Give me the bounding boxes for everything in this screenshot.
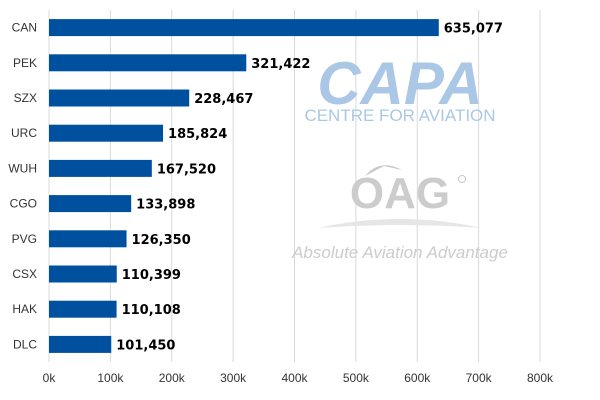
data-label: 228,467 [194, 92, 253, 107]
data-label: 110,108 [122, 303, 181, 318]
bar-urc [49, 124, 164, 142]
oag-swoosh-icon [365, 165, 402, 176]
data-label: 321,422 [251, 57, 310, 72]
x-tick-label: 100k [97, 371, 124, 385]
data-label: 167,520 [157, 162, 216, 177]
bar-can [49, 19, 439, 37]
category-label: SZX [14, 91, 37, 105]
bar-dlc [49, 335, 112, 353]
x-tick-label: 400k [281, 371, 308, 385]
oag-tagline-watermark: Absolute Aviation Advantage [291, 243, 508, 262]
x-tick-label: 300k [220, 371, 247, 385]
bar-csx [49, 265, 117, 283]
category-label: CGO [10, 197, 37, 211]
category-label: CAN [12, 21, 37, 35]
category-label: HAK [12, 302, 37, 316]
category-label: PEK [13, 56, 37, 70]
bar-wuh [49, 159, 152, 177]
x-tick-label: 700k [466, 371, 493, 385]
data-label: 185,824 [168, 127, 227, 142]
data-label: 126,350 [132, 233, 191, 248]
category-label: CSX [12, 267, 37, 281]
data-label: 635,077 [444, 22, 503, 37]
x-tick-label: 600k [404, 371, 431, 385]
bar-pek [49, 54, 247, 72]
x-tick-label: 0k [43, 371, 57, 385]
oag-logo-text: OAG [350, 169, 450, 218]
category-label: URC [11, 126, 37, 140]
category-label: PVG [12, 232, 37, 246]
data-label: 110,399 [122, 268, 181, 283]
category-labels: CAN PEK SZX URC WUH CGO PVG CSX HAK DLC [8, 21, 37, 352]
bar-hak [49, 300, 117, 318]
x-tick-label: 200k [159, 371, 186, 385]
data-label: 101,450 [116, 338, 175, 353]
category-label: DLC [13, 337, 37, 351]
bars-group [49, 19, 439, 353]
x-tick-label: 800k [527, 371, 554, 385]
oag-ribbon [318, 219, 482, 228]
bar-szx [49, 89, 190, 107]
oag-logo-watermark: OAG [318, 165, 482, 228]
watermark-group: CAPA CENTRE FOR AVIATION OAG Absolute Av… [291, 50, 508, 262]
category-label: WUH [8, 161, 37, 175]
capa-logo-watermark: CAPA [317, 50, 483, 117]
capa-tagline-watermark: CENTRE FOR AVIATION [304, 106, 495, 125]
data-label: 133,898 [136, 198, 195, 213]
x-axis-tick-labels: 0k 100k 200k 300k 400k 500k 600k 700k 800k [43, 371, 554, 385]
value-labels: 635,077 321,422 228,467 185,824 167,520 133,8… [116, 22, 503, 354]
bar-cgo [49, 195, 132, 213]
bar-pvg [49, 230, 127, 248]
x-tick-label: 500k [343, 371, 370, 385]
